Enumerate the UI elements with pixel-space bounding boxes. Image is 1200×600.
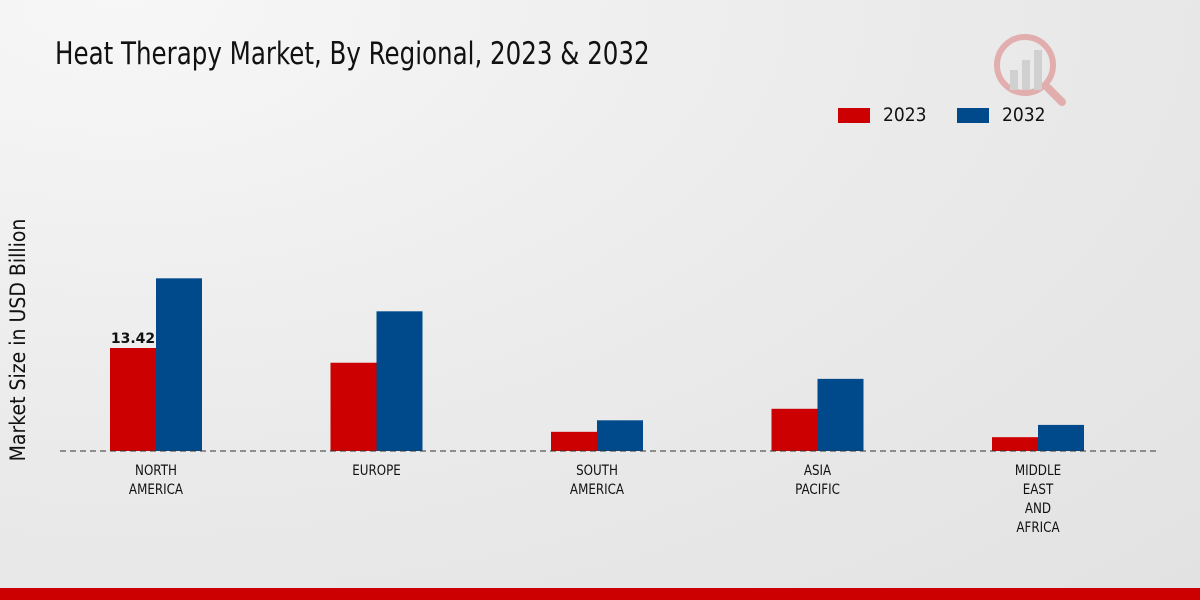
legend-swatch-2023 [838, 107, 870, 123]
bar-2023-1 [330, 362, 377, 451]
x-tick-label: EUROPE [352, 463, 401, 479]
legend-item-2032: 2032 [957, 104, 1046, 126]
bar-2032-3 [817, 378, 864, 451]
watermark-logo-icon [994, 34, 1066, 106]
legend-item-2023: 2023 [838, 104, 927, 126]
x-tick-label: SOUTH [576, 463, 618, 479]
chart-title: Heat Therapy Market, By Regional, 2023 &… [55, 36, 650, 72]
bar-2023-0 [110, 348, 156, 451]
x-tick-label: NORTH [135, 463, 177, 479]
x-tick-label: PACIFIC [795, 482, 840, 498]
x-tick-label: AFRICA [1016, 520, 1059, 536]
x-tick-label: AND [1025, 501, 1051, 517]
data-label: 13.42 [111, 331, 155, 347]
bar-2023-3 [771, 408, 818, 451]
footer-bar [0, 588, 1200, 600]
bar-2032-4 [1038, 424, 1084, 451]
bar-2023-4 [992, 437, 1038, 451]
x-tick-label: AMERICA [570, 482, 624, 498]
bar-2032-2 [597, 420, 643, 451]
legend-label-2032: 2032 [1002, 104, 1046, 126]
x-tick-label: ASIA [804, 463, 831, 479]
x-tick-label: MIDDLE [1015, 463, 1061, 479]
bar-2023-2 [551, 431, 597, 451]
x-tick-label: AMERICA [129, 482, 183, 498]
legend-label-2023: 2023 [883, 104, 927, 126]
legend-swatch-2032 [957, 107, 989, 123]
bar-2032-0 [156, 278, 202, 451]
bar-2032-1 [376, 311, 423, 451]
x-tick-label: EAST [1023, 482, 1054, 498]
